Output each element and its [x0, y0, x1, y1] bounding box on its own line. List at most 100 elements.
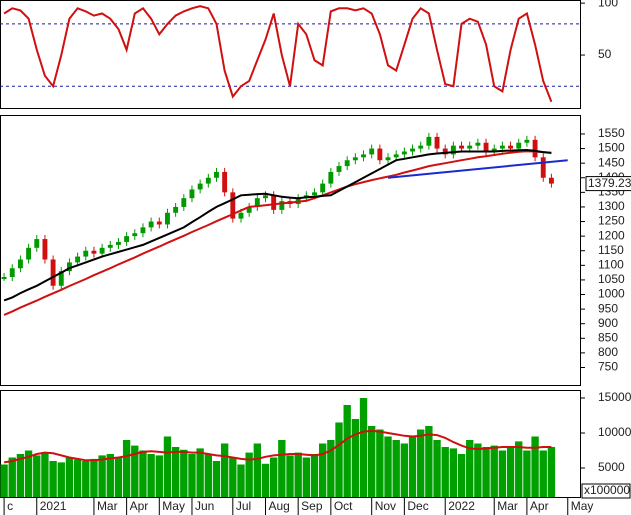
unit-label: x100000 [584, 483, 630, 497]
candle [442, 148, 448, 155]
volume-bar [188, 453, 196, 497]
candle [491, 148, 497, 152]
candle [156, 221, 162, 225]
candle [524, 139, 530, 143]
y-tick-label: 1550 [598, 126, 625, 140]
volume-bar [425, 425, 433, 497]
volume-bar [33, 455, 41, 497]
volume-bar [41, 452, 49, 497]
candle [279, 201, 285, 210]
volume-bar [523, 450, 531, 497]
volume-bar [220, 443, 229, 497]
volume-bar [8, 457, 16, 497]
y-tick-label: 50 [598, 47, 612, 61]
volume-bar [539, 450, 547, 497]
candle [1, 277, 7, 279]
y-tick-label: 1150 [598, 243, 624, 257]
volume-bar [506, 446, 515, 497]
volume-bar [498, 450, 507, 497]
volume-bar [245, 452, 253, 497]
candle [271, 195, 277, 210]
x-tick-label: Apr [530, 499, 549, 513]
x-tick-label: Nov [375, 499, 396, 513]
volume-bar [278, 439, 286, 497]
y-tick-label: 1200 [598, 228, 625, 242]
candle [124, 236, 130, 242]
candle [165, 212, 170, 225]
volume-bar [351, 418, 360, 497]
volume-bar [457, 453, 466, 497]
x-tick-label: Mar [497, 499, 518, 513]
x-tick-label: 2022 [448, 499, 475, 513]
x-tick-label: Aug [268, 499, 289, 513]
volume-bar [253, 443, 261, 497]
candle [418, 145, 424, 149]
y-tick-label: 900 [598, 316, 618, 330]
oscillator-line [3, 5, 553, 103]
volume-bar [131, 445, 139, 497]
candle [459, 145, 464, 149]
y-tick-label: 1500 [598, 141, 625, 155]
volume-bar [327, 439, 335, 497]
candle [58, 271, 64, 286]
volume-bar [73, 459, 82, 497]
candle [540, 157, 546, 178]
volume-bar [417, 429, 425, 497]
y-tick-label: 15000 [598, 390, 631, 404]
y-tick-label: 100 [598, 0, 618, 9]
candle [238, 212, 244, 219]
candle [312, 192, 317, 196]
candle [532, 139, 538, 158]
volume-bar [90, 458, 98, 497]
volume-bar [122, 439, 131, 497]
y-tick-label: 1300 [598, 199, 625, 213]
volume-average [3, 429, 552, 464]
volume-bar [335, 422, 343, 497]
volume-bar [16, 453, 25, 497]
x-tick-label: Jun [195, 499, 214, 513]
candle [107, 244, 113, 248]
candle [263, 195, 268, 199]
volume-bar [196, 448, 204, 497]
candle [66, 262, 72, 272]
y-tick-label: 1050 [598, 272, 625, 286]
candle [426, 136, 432, 146]
volume-bar [212, 460, 221, 497]
volume-bar [384, 436, 392, 497]
x-tick-label: Oct [334, 499, 353, 513]
volume-bar [319, 443, 327, 497]
candle [42, 239, 48, 260]
volume-bar [98, 455, 106, 497]
volume-bar [359, 397, 368, 497]
candle [320, 183, 326, 193]
volume-bar [466, 439, 474, 497]
candle [401, 151, 407, 155]
volume-bar [310, 453, 319, 497]
volume-bar [302, 457, 311, 497]
volume-bar [376, 429, 384, 497]
volume-bar [261, 463, 270, 497]
volume-bar [490, 445, 498, 497]
y-tick-label: 800 [598, 345, 618, 359]
candle [99, 247, 105, 254]
y-tick-label: 950 [598, 301, 618, 315]
x-tick-label: Sep [301, 499, 323, 513]
y-tick-label: 1250 [598, 214, 625, 228]
candle [467, 145, 473, 149]
moving-average [387, 159, 568, 179]
y-tick-label: 10000 [598, 425, 631, 439]
candle [75, 256, 81, 263]
volume-bar [139, 450, 147, 497]
y-tick-label: 1000 [598, 287, 625, 301]
x-tick-label: 2021 [40, 499, 67, 513]
panel-frame [0, 0, 581, 109]
x-tick-label: Apr [130, 499, 149, 513]
volume-bar [269, 457, 278, 497]
candle [508, 145, 514, 149]
candle [50, 259, 56, 286]
volume-bar [163, 436, 172, 497]
candle [34, 239, 40, 248]
volume-bar [531, 436, 539, 497]
